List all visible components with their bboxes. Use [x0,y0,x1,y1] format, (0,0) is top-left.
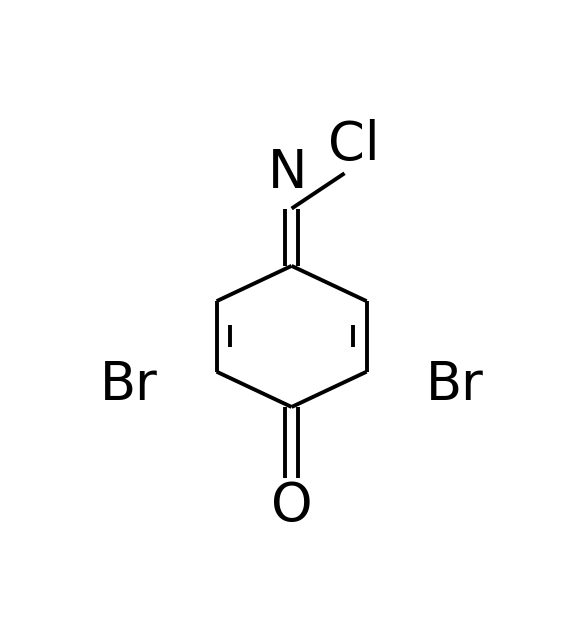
Text: Br: Br [100,359,158,411]
Text: Cl: Cl [328,118,379,171]
Text: O: O [271,480,312,532]
Text: Br: Br [426,359,484,411]
Text: N: N [267,147,307,199]
